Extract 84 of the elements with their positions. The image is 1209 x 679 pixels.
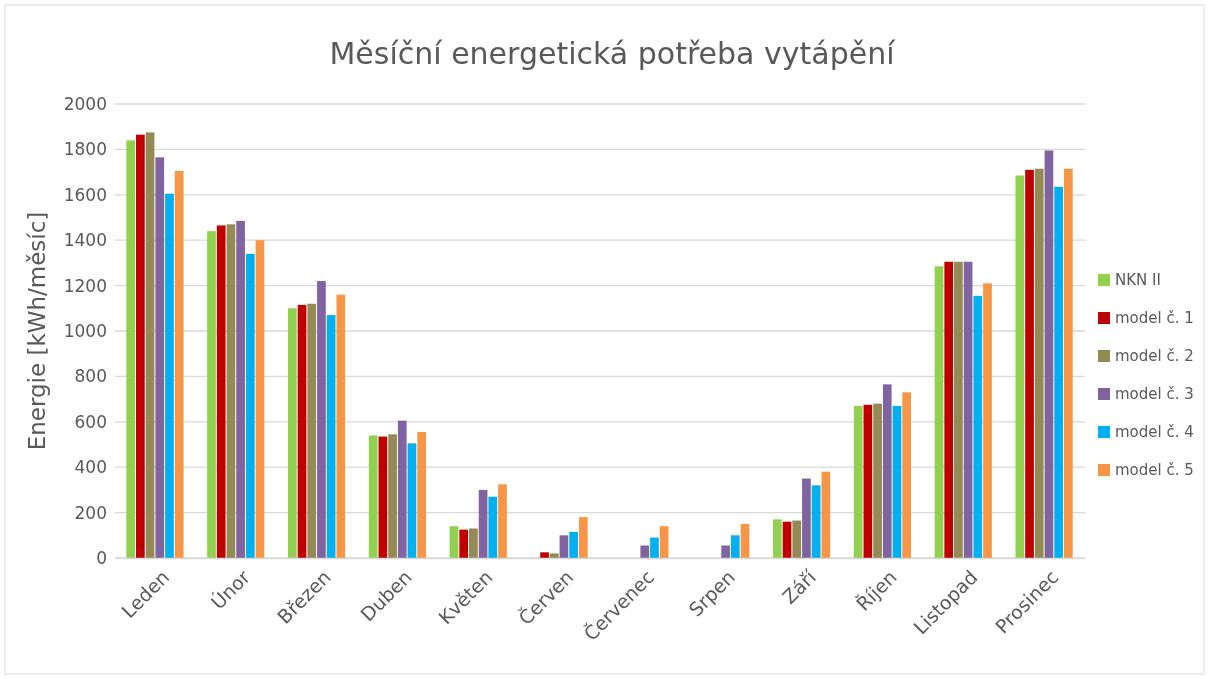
y-tick-label: 200	[74, 502, 107, 523]
bar	[983, 283, 992, 558]
y-tick-label: 1200	[63, 275, 107, 296]
bar	[459, 529, 469, 558]
bar	[569, 531, 578, 558]
y-tick-label: 1600	[63, 184, 107, 205]
bar	[498, 484, 507, 558]
bar	[226, 224, 236, 558]
bar	[540, 552, 549, 558]
bar	[126, 140, 136, 558]
bar	[559, 535, 569, 558]
bar	[1025, 169, 1034, 558]
y-axis-title: Energie [kWh/měsíc]	[24, 211, 50, 451]
bar	[792, 520, 802, 558]
y-tick-label: 600	[74, 411, 107, 432]
bar	[488, 496, 498, 558]
bar	[578, 517, 588, 558]
bar	[1034, 168, 1044, 558]
bar	[892, 405, 902, 558]
bar	[873, 403, 882, 558]
legend-label: model č. 4	[1115, 423, 1194, 442]
bar	[882, 384, 892, 558]
bar	[811, 485, 821, 558]
bar	[478, 489, 488, 558]
bar	[297, 304, 307, 558]
y-tick-label: 400	[74, 457, 107, 478]
chart-title: Měsíční energetická potřeba vytápění	[329, 36, 897, 71]
bar	[407, 443, 417, 558]
bar	[336, 294, 346, 558]
bar	[640, 545, 650, 558]
bar	[549, 553, 559, 558]
bar	[287, 308, 297, 558]
bar	[216, 225, 226, 558]
bar	[236, 220, 245, 558]
legend-label: model č. 2	[1115, 347, 1194, 366]
y-tick-label: 1400	[63, 230, 107, 251]
bar	[944, 261, 954, 558]
bar	[326, 315, 336, 558]
bar	[1063, 168, 1073, 558]
bar	[388, 434, 397, 558]
bar	[307, 303, 317, 558]
legend-label: NKN II	[1115, 271, 1161, 290]
bar	[782, 521, 792, 558]
bar	[853, 405, 863, 558]
bar	[934, 266, 944, 558]
bar	[145, 132, 155, 558]
bar	[863, 404, 873, 558]
bar	[368, 435, 378, 558]
y-tick-label: 2000	[63, 93, 107, 114]
bar	[155, 157, 165, 558]
bar	[417, 432, 427, 558]
bar	[721, 545, 730, 558]
bar	[207, 231, 216, 558]
bar	[902, 392, 912, 558]
bar	[1044, 150, 1054, 558]
y-tick-label: 1800	[63, 139, 107, 160]
bar	[963, 261, 973, 558]
bar	[973, 295, 983, 558]
bar	[1015, 175, 1025, 558]
bar	[317, 281, 326, 558]
bar	[469, 528, 478, 558]
bar	[802, 478, 811, 558]
bar	[397, 420, 407, 558]
bar	[255, 240, 265, 558]
y-tick-label: 0	[96, 547, 107, 568]
legend-label: model č. 5	[1115, 461, 1194, 480]
bar	[136, 134, 145, 558]
bar	[954, 261, 963, 558]
y-tick-label: 800	[74, 366, 107, 387]
bar	[659, 526, 669, 558]
bar	[1054, 186, 1063, 558]
legend-label: model č. 3	[1115, 385, 1194, 404]
bar	[245, 253, 255, 558]
bar	[174, 170, 184, 558]
bar	[165, 193, 174, 558]
bar	[378, 436, 388, 558]
y-tick-label: 1000	[63, 320, 107, 341]
bar	[772, 519, 782, 558]
bar	[650, 537, 659, 558]
bar	[449, 526, 459, 558]
bar	[740, 523, 750, 558]
bar	[730, 535, 740, 558]
bar	[821, 471, 831, 558]
legend-label: model č. 1	[1115, 309, 1194, 328]
